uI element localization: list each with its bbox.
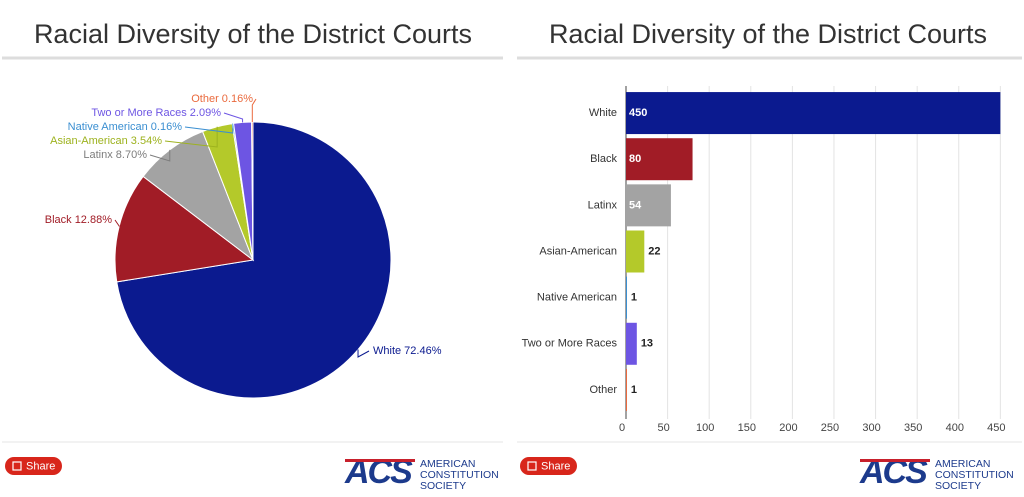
leader-line — [184, 123, 234, 134]
y-tick-label: Black — [590, 153, 617, 165]
value-label: 1 — [631, 384, 637, 396]
leader-line — [164, 126, 218, 148]
x-tick-label: 250 — [821, 422, 839, 434]
y-tick-label: Native American — [537, 292, 617, 304]
chart-title: Racial Diversity of the District Courts — [549, 19, 987, 49]
logo-text: SOCIETY — [935, 480, 981, 492]
bar — [626, 322, 637, 365]
bar — [626, 230, 645, 273]
bar — [626, 368, 627, 411]
value-label: 13 — [641, 338, 653, 350]
value-label: 22 — [648, 245, 660, 257]
value-label: 54 — [629, 199, 642, 211]
logo-text: SOCIETY — [420, 480, 466, 492]
logo-stripe — [345, 459, 415, 462]
slice-label: White 72.46% — [373, 345, 442, 357]
share-label: Share — [26, 460, 55, 472]
logo-text: CONSTITUTION — [935, 469, 1014, 481]
bar — [626, 276, 627, 319]
x-tick-label: 450 — [987, 422, 1005, 434]
share-icon — [527, 461, 537, 471]
logo-mark: ACS — [344, 453, 413, 491]
y-tick-label: Other — [589, 384, 617, 396]
value-label: 450 — [629, 107, 647, 119]
y-tick-label: White — [589, 107, 617, 119]
leader-line — [114, 219, 120, 227]
leader-line — [251, 98, 257, 123]
slice-label: Asian-American 3.54% — [50, 135, 162, 147]
value-label: 80 — [629, 153, 641, 165]
logo-text: CONSTITUTION — [420, 469, 499, 481]
leader-line — [149, 149, 171, 162]
logo-mark: ACS — [859, 453, 928, 491]
slice-label: Latinx 8.70% — [83, 149, 147, 161]
slice-label: Two or More Races 2.09% — [91, 107, 221, 119]
chart-title: Racial Diversity of the District Courts — [34, 19, 472, 49]
x-tick-label: 300 — [862, 422, 880, 434]
y-tick-label: Latinx — [588, 199, 618, 211]
x-tick-label: 50 — [657, 422, 669, 434]
bar — [626, 92, 1001, 135]
pie-slice — [116, 121, 392, 399]
share-icon — [12, 461, 22, 471]
logo-text: AMERICAN — [420, 458, 475, 470]
y-tick-label: Two or More Races — [522, 338, 618, 350]
share-label: Share — [541, 460, 570, 472]
x-tick-label: 100 — [696, 422, 714, 434]
y-tick-label: Asian-American — [539, 245, 617, 257]
slice-label: Other 0.16% — [191, 93, 253, 105]
pie-slice — [251, 121, 254, 261]
bar — [626, 184, 671, 227]
x-tick-label: 150 — [738, 422, 756, 434]
x-tick-label: 350 — [904, 422, 922, 434]
leader-line — [357, 349, 370, 358]
x-tick-label: 200 — [779, 422, 797, 434]
bar — [626, 138, 693, 181]
slice-label: Native American 0.16% — [68, 121, 183, 133]
slice-label: Black 12.88% — [45, 214, 112, 226]
leader-line — [223, 112, 244, 123]
logo-stripe — [860, 459, 930, 462]
logo-text: AMERICAN — [935, 458, 990, 470]
value-label: 1 — [631, 292, 637, 304]
x-tick-label: 0 — [619, 422, 625, 434]
x-tick-label: 400 — [946, 422, 964, 434]
